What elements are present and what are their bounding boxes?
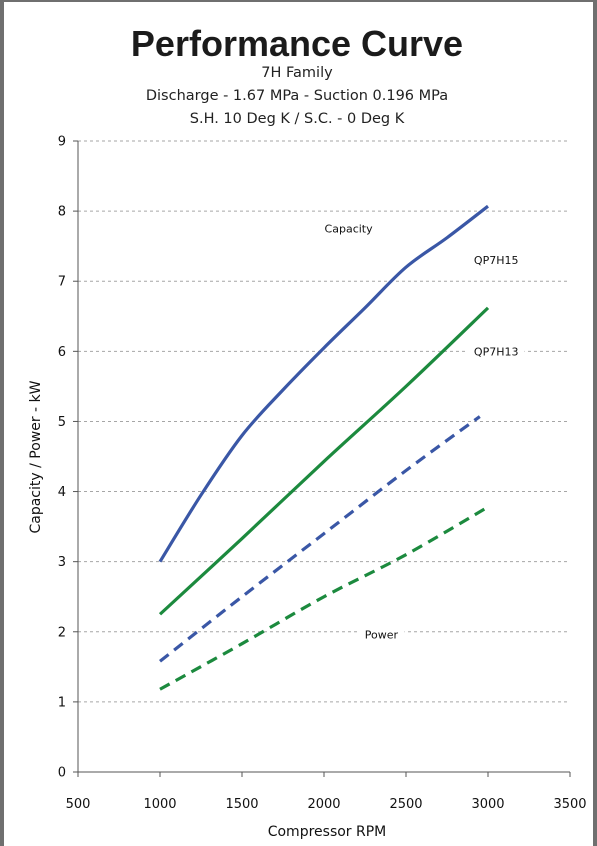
chart-subtitle-3: S.H. 10 Deg K / S.C. - 0 Deg K: [190, 111, 405, 127]
y-tick-label: 2: [58, 625, 66, 640]
annotation-label: QP7H13: [474, 345, 519, 358]
chart-subtitle-2: Discharge - 1.67 MPa - Suction 0.196 MPa: [146, 88, 448, 104]
axes: 0 1 2 3 4 5 6 7 8 9 500 1000 1500 2000 2500 3000 3500: [58, 135, 587, 813]
annotation-label: Power: [365, 629, 399, 642]
series-line-qp7h13-capacity: [158, 306, 490, 616]
series-line-qp7h15-power: [159, 415, 481, 663]
y-tick-label: 0: [58, 766, 66, 781]
x-tick-label: 2000: [307, 797, 340, 812]
x-tick-label: 2500: [389, 797, 422, 812]
series-lines: [158, 204, 490, 691]
chart-subtitle-1: 7H Family: [261, 65, 333, 81]
y-axis-label: Capacity / Power - kW: [28, 380, 44, 533]
y-tick-label: 4: [58, 485, 66, 500]
x-tick-label: 3500: [553, 797, 586, 812]
y-tick-label: 3: [58, 555, 66, 570]
series-line-qp7h15-capacity: [158, 204, 489, 563]
y-tick-label: 5: [58, 415, 66, 430]
y-tick-label: 8: [58, 205, 66, 220]
chart-title: Performance Curve: [131, 23, 463, 64]
x-tick-label: 500: [66, 797, 91, 812]
annotations: Capacity QP7H15 QP7H13 Power: [318, 221, 525, 643]
y-tick-label: 6: [58, 345, 66, 360]
grid-lines: [78, 140, 570, 703]
x-tick-label: 3000: [471, 797, 504, 812]
annotation-background: [467, 344, 525, 360]
x-tick-label: 1000: [143, 797, 176, 812]
annotation-background: [318, 221, 380, 237]
annotation-background: [467, 253, 525, 269]
series-line-qp7h13-power: [159, 505, 489, 691]
annotation-background: [358, 627, 405, 643]
annotation-label: Capacity: [325, 223, 374, 236]
y-tick-label: 7: [58, 275, 66, 290]
y-tick-label: 9: [58, 135, 66, 150]
performance-chart: Performance Curve 7H Family Discharge - …: [28, 23, 587, 840]
y-tick-label: 1: [58, 695, 66, 710]
annotation-label: QP7H15: [474, 254, 519, 267]
x-axis-label: Compressor RPM: [268, 824, 387, 840]
x-tick-label: 1500: [225, 797, 258, 812]
